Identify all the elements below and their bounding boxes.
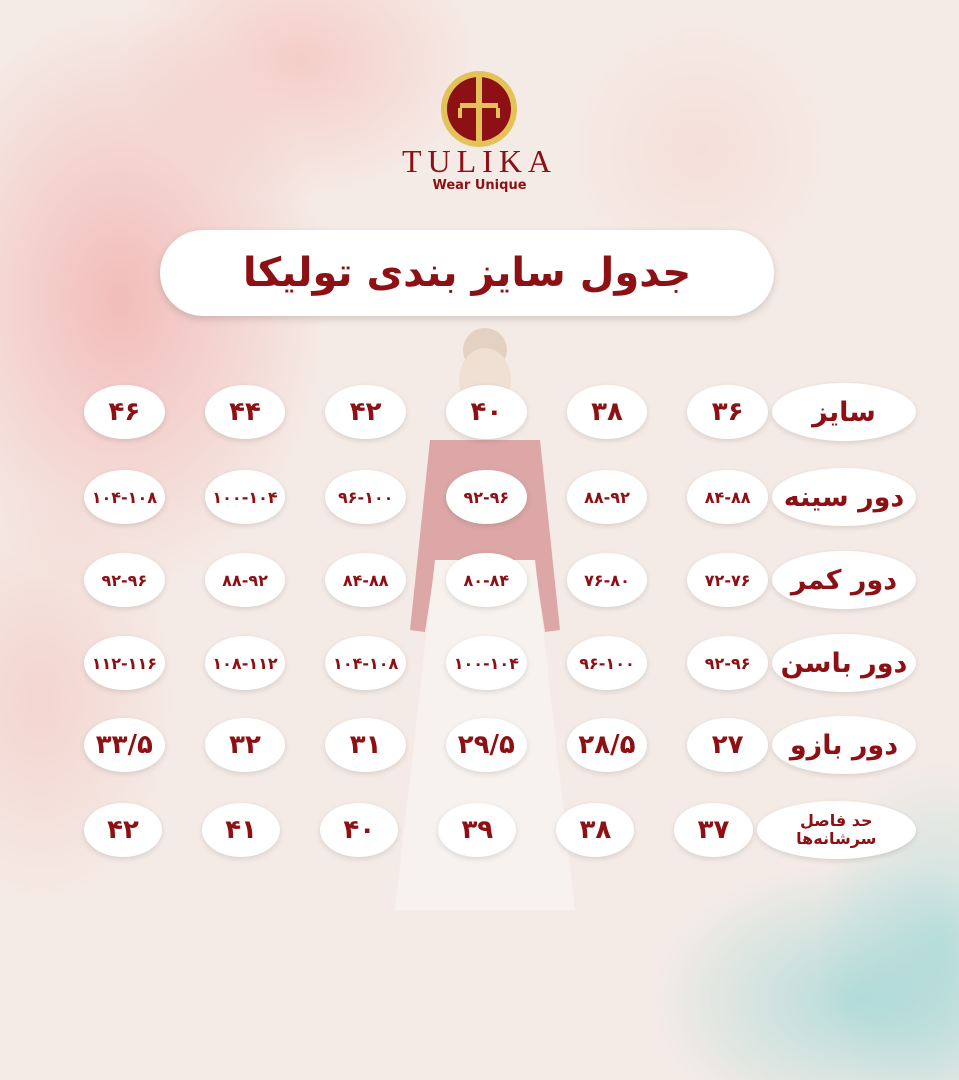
size-row: دور باسن ۹۲-۹۶ ۹۶-۱۰۰ ۱۰۰-۱۰۴ ۱۰۴-۱۰۸ ۱۰۸-۱۱۲… xyxy=(44,633,916,693)
row-label: حد فاصل سرشانه‌ها xyxy=(756,801,916,859)
size-value-cell: ۴۰ xyxy=(446,385,527,439)
size-value-cell: ۳۸ xyxy=(556,803,635,857)
size-row: دور سینه ۸۴-۸۸ ۸۸-۹۲ ۹۲-۹۶ ۹۶-۱۰۰ ۱۰۰-۱۰۴ ۱۰۴-… xyxy=(44,467,916,527)
brand-name: TULIKA xyxy=(401,143,558,179)
tulika-logo xyxy=(441,71,517,147)
row-label: دور کمر xyxy=(771,551,916,609)
brand-tagline: Wear Unique xyxy=(432,178,527,193)
size-row: دور بازو ۲۷ ۲۸/۵ ۲۹/۵ ۳۱ ۳۲ ۳۳/۵ xyxy=(44,715,916,775)
size-value-cell: ۱۰۰-۱۰۴ xyxy=(446,636,527,690)
size-value-cell: ۸۸-۹۲ xyxy=(566,470,648,524)
row-label: دور بازو xyxy=(771,716,916,774)
size-value-cell: ۸۴-۸۸ xyxy=(325,553,406,607)
size-value-cell: ۴۲ xyxy=(325,385,406,439)
size-value-cell: ۳۲ xyxy=(204,718,286,772)
size-value-cell: ۳۹ xyxy=(438,803,517,857)
size-value-cell: ۴۴ xyxy=(204,385,286,439)
size-value-cell: ۲۸/۵ xyxy=(566,718,648,772)
size-value-cell: ۴۶ xyxy=(84,385,165,439)
size-value-cell: ۹۲-۹۶ xyxy=(84,553,165,607)
size-row: سایز ۳۶ ۳۸ ۴۰ ۴۲ ۴۴ ۴۶ xyxy=(44,382,916,442)
size-value-cell: ۴۲ xyxy=(83,803,163,857)
size-value-cell: ۳۱ xyxy=(325,718,406,772)
size-value-cell: ۱۱۲-۱۱۶ xyxy=(84,636,165,690)
size-value-cell: ۱۰۴-۱۰۸ xyxy=(84,470,165,524)
size-value-cell: ۴۰ xyxy=(320,803,399,857)
size-value-cell: ۲۷ xyxy=(687,718,768,772)
size-value-cell: ۳۳/۵ xyxy=(84,718,165,772)
size-value-cell: ۷۶-۸۰ xyxy=(566,553,648,607)
size-value-cell: ۹۶-۱۰۰ xyxy=(325,470,406,524)
row-label: دور سینه xyxy=(771,468,916,526)
size-row: حد فاصل سرشانه‌ها ۳۷ ۳۸ ۳۹ ۴۰ ۴۱ ۴۲ xyxy=(44,800,916,860)
size-value-cell: ۷۲-۷۶ xyxy=(687,553,768,607)
size-value-cell: ۹۶-۱۰۰ xyxy=(566,636,648,690)
size-value-cell: ۴۱ xyxy=(202,803,281,857)
size-value-cell: ۸۸-۹۲ xyxy=(204,553,286,607)
size-value-cell: ۱۰۴-۱۰۸ xyxy=(325,636,406,690)
size-row: دور کمر ۷۲-۷۶ ۷۶-۸۰ ۸۰-۸۴ ۸۴-۸۸ ۸۸-۹۲ ۹۲-۹۶ xyxy=(44,550,916,610)
row-label: دور باسن xyxy=(771,634,916,692)
size-value-cell: ۹۲-۹۶ xyxy=(687,636,768,690)
size-value-cell: ۳۸ xyxy=(566,385,648,439)
size-value-cell: ۸۴-۸۸ xyxy=(687,470,768,524)
row-label: سایز xyxy=(771,383,916,441)
size-value-cell: ۲۹/۵ xyxy=(446,718,527,772)
page-title: جدول سایز بندی تولیکا xyxy=(160,230,774,316)
size-value-cell: ۹۲-۹۶ xyxy=(446,470,527,524)
size-value-cell: ۳۶ xyxy=(687,385,768,439)
size-value-cell: ۱۰۸-۱۱۲ xyxy=(204,636,286,690)
size-value-cell: ۱۰۰-۱۰۴ xyxy=(204,470,286,524)
size-value-cell: ۸۰-۸۴ xyxy=(446,553,527,607)
size-value-cell: ۳۷ xyxy=(674,803,753,857)
